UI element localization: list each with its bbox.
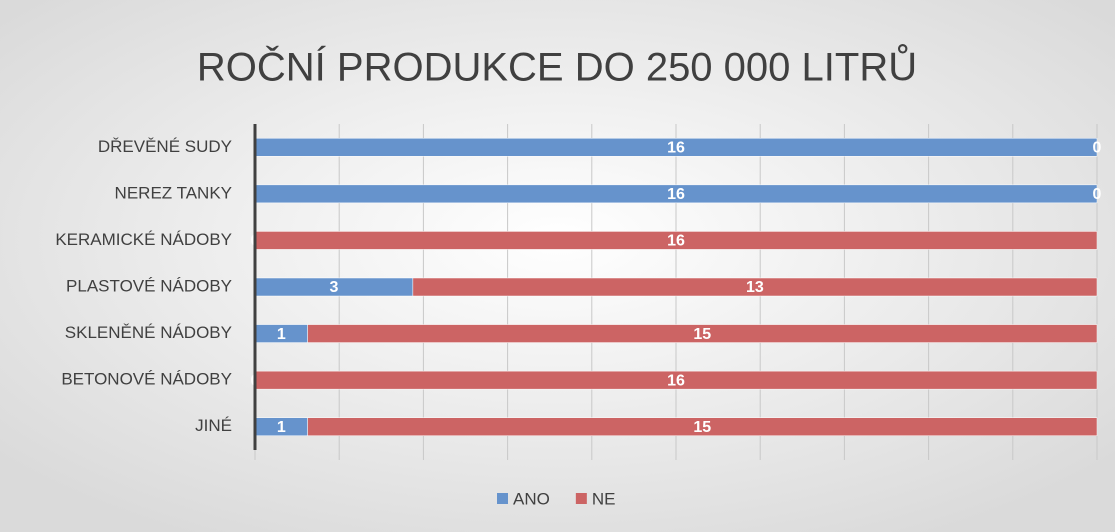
y-tick-label: PLASTOVÉ NÁDOBY [66,276,232,295]
chart-title: ROČNÍ PRODUKCE DO 250 000 LITRŮ [197,43,917,90]
data-label: 1 [277,326,286,343]
data-label: 16 [667,372,685,389]
data-label: 3 [329,279,338,296]
data-label: 13 [746,279,764,296]
y-tick-label: JINÉ [195,416,232,435]
y-tick-label: SKLENĚNÉ NÁDOBY [65,323,232,342]
data-label: 16 [667,233,685,250]
y-tick-label: KERAMICKÉ NÁDOBY [55,230,232,249]
legend-label: NE [592,489,616,508]
y-tick-label: DŘEVĚNÉ SUDY [98,137,232,156]
legend-swatch [497,493,508,504]
data-label: 16 [667,186,685,203]
bar-segment [412,277,1098,297]
legend-label: ANO [513,489,550,508]
data-label: 15 [693,326,711,343]
y-tick-label: NEREZ TANKY [115,183,232,202]
data-label: 16 [667,140,685,157]
bar-segment [307,417,1098,436]
bar-segment [307,324,1098,343]
data-label: 0 [1093,140,1102,157]
y-tick-label: BETONOVÉ NÁDOBY [61,370,232,389]
data-label: 0 [1093,186,1102,203]
data-label: 1 [277,419,286,436]
legend-swatch [575,493,587,504]
data-label: 15 [693,419,711,436]
